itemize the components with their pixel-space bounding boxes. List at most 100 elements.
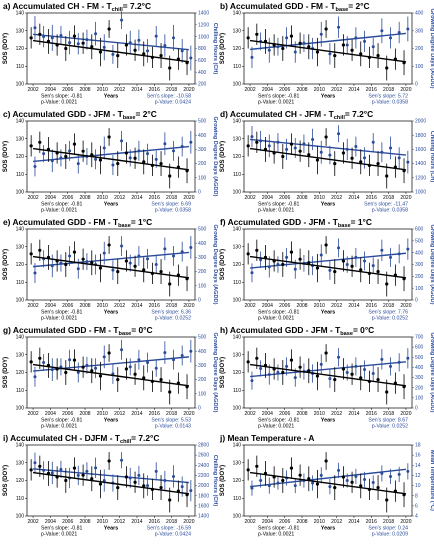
y2-tick-label: 6 [415, 503, 418, 509]
x-tick-label: 2002 [244, 519, 255, 525]
sos-point [116, 378, 120, 382]
secondary-point [180, 49, 184, 53]
sos-point [350, 480, 354, 484]
sos-point [350, 156, 354, 160]
x-tick-label: 2006 [279, 519, 290, 525]
sos-point [359, 484, 363, 488]
secondary-point [189, 245, 193, 249]
secondary-point [111, 163, 115, 167]
x-tick-label: 2008 [296, 411, 307, 417]
sos-point [107, 27, 111, 31]
secondary-point [371, 45, 375, 49]
sos-point [281, 478, 285, 483]
y-tick-label: 130 [16, 28, 25, 34]
y-axis-label: SOS (DOY) [220, 465, 226, 496]
secondary-point [267, 144, 271, 148]
y2-tick-label: 100 [198, 283, 207, 289]
x-tick-label: 2012 [331, 195, 342, 201]
panel-title-main: e) Accumulated GDD - FM - T [3, 217, 119, 227]
secondary-point [94, 366, 98, 370]
secondary-trend-line [249, 252, 407, 269]
secondary-point [337, 132, 341, 136]
x-tick-label: 2008 [79, 303, 90, 309]
sos-point [81, 149, 85, 153]
sos-point [333, 378, 337, 382]
secondary-point [172, 149, 176, 153]
panel-title: d) Accumulated CH - JFM - Tchill= 7.2°C [220, 109, 373, 121]
secondary-point [397, 156, 401, 160]
y2-axis-label: Growing Degree Days (AGDD) [429, 9, 434, 89]
y2-tick-label: 1800 [415, 133, 426, 139]
sos-point [307, 153, 311, 157]
x-axis-label: Years [321, 418, 335, 424]
sos-point [159, 162, 163, 166]
secondary-point [337, 246, 341, 250]
x-tick-label: 2018 [166, 411, 177, 417]
secondary-point [259, 479, 263, 482]
sos-point [38, 464, 42, 468]
y-tick-label: 120 [16, 478, 25, 484]
sos-point [385, 66, 389, 70]
y-tick-label: 120 [233, 370, 242, 376]
secondary-point [120, 139, 124, 143]
x-tick-label: 2020 [183, 87, 194, 93]
secondary-point [128, 156, 132, 160]
y-tick-label: 110 [233, 280, 241, 286]
secondary-point [285, 147, 289, 151]
plot-frame [243, 228, 413, 301]
y-axis-label: SOS (DOY) [3, 465, 9, 496]
y-tick-label: 140 [233, 443, 242, 449]
y-tick-label: 110 [16, 172, 24, 178]
y2-tick-label: 10 [415, 483, 421, 489]
x-tick-label: 2020 [183, 195, 194, 201]
x-tick-label: 2016 [366, 303, 377, 309]
y2-tick-label: 300 [415, 262, 424, 268]
y-axis-label: SOS (DOY) [3, 249, 9, 280]
y2-tick-label: 600 [198, 58, 207, 64]
y-tick-label: 120 [233, 262, 242, 268]
y2-tick-label: 1600 [415, 147, 426, 153]
sos-trend-line [249, 363, 407, 387]
sos-trend-line [32, 363, 190, 387]
y-tick-label: 140 [16, 227, 25, 233]
sos-point [98, 266, 103, 270]
x-tick-label: 2010 [314, 303, 325, 309]
panel-title-main: a) Accumulated CH - FM - T [3, 1, 112, 11]
stat-slope-secondary: Sen's slope: 8.67 [368, 418, 408, 424]
y-tick-label: 110 [16, 496, 24, 502]
y2-tick-label: 100 [198, 391, 207, 397]
stat-slope-sos: Sen's slope: -0.81 [41, 526, 82, 532]
sos-trend-line [249, 255, 407, 279]
x-tick-label: 2018 [166, 195, 177, 201]
sos-point [246, 252, 250, 256]
stat-pvalue-secondary: p-Value: 0.0424 [155, 532, 191, 538]
sos-point [64, 262, 68, 267]
sos-point [385, 390, 389, 394]
x-tick-label: 2018 [383, 411, 394, 417]
sos-point [307, 369, 311, 373]
chart-panel: j) Mean Temperature - A 100 110 120 130 140 4 6… [219, 433, 434, 538]
panel-title-main: h) Accumulated GDD - JFM - T [220, 325, 341, 335]
stat-pvalue-secondary: p-Value: 0.0358 [372, 208, 408, 214]
x-tick-label: 2002 [244, 87, 255, 93]
secondary-point [59, 467, 63, 471]
x-tick-label: 2002 [27, 303, 38, 309]
y-tick-label: 120 [233, 154, 242, 160]
y2-tick-label: 1400 [415, 161, 426, 167]
y2-axis-label: Chilling Hours (CH) [212, 23, 218, 75]
y2-tick-label: 400 [198, 349, 207, 355]
sos-trend-line [249, 147, 407, 171]
secondary-point [363, 477, 367, 481]
sos-point [142, 376, 146, 380]
x-tick-label: 2018 [166, 519, 177, 525]
x-tick-label: 2004 [45, 195, 56, 201]
secondary-point [33, 271, 37, 275]
secondary-trend-line [33, 468, 189, 484]
sos-point [324, 351, 328, 355]
y2-tick-label: 200 [415, 274, 424, 280]
sos-point [81, 365, 85, 369]
stat-slope-sos: Sen's slope: -0.81 [258, 310, 299, 316]
x-tick-label: 2002 [244, 303, 255, 309]
stat-slope-secondary: Sen's slope: 7.76 [368, 310, 408, 316]
secondary-point [380, 29, 384, 33]
